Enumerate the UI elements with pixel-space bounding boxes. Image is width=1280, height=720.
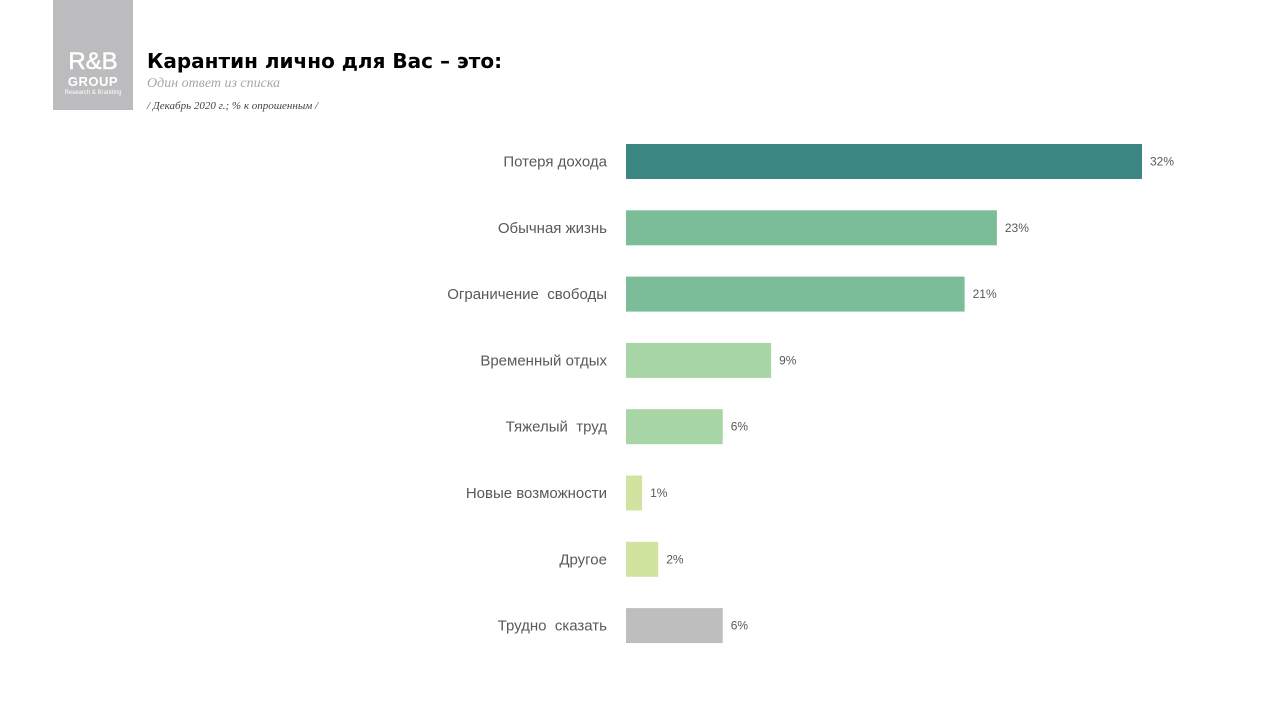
category-label: Ограничение свободы [447, 286, 607, 303]
category-label: Другое [559, 551, 607, 568]
value-label: 1% [650, 486, 668, 500]
value-label: 6% [731, 420, 749, 434]
bar [626, 608, 723, 644]
bar [626, 276, 965, 312]
bar [626, 144, 1142, 179]
value-label: 23% [1005, 221, 1029, 235]
category-label: Обычная жизнь [498, 220, 607, 237]
logo-tagline: Research & Branding [64, 90, 122, 96]
bar [626, 475, 643, 511]
category-label: Тяжелый труд [506, 419, 608, 436]
category-label: Новые возможности [466, 485, 607, 502]
value-label: 9% [779, 353, 797, 367]
page-subtitle: Один ответ из списка [147, 76, 281, 91]
logo-mark: R&B [68, 48, 118, 75]
bar [626, 541, 659, 577]
logo-group-text: GROUP [67, 74, 119, 89]
bar [626, 342, 772, 378]
bar [626, 409, 723, 445]
value-label: 6% [731, 619, 749, 633]
category-label: Трудно сказать [498, 618, 608, 635]
value-label: 32% [1150, 155, 1174, 169]
value-label: 2% [666, 552, 684, 566]
bar [626, 210, 997, 246]
survey-note: / Декабрь 2020 г.; % к опрошенным / [147, 100, 319, 112]
category-label: Временный отдых [480, 352, 607, 369]
value-label: 21% [973, 287, 997, 301]
page-title: Карантин лично для Вас – это: [147, 49, 503, 73]
category-label: Потеря дохода [503, 154, 607, 171]
brand-logo: R&B GROUP Research & Branding [53, 0, 133, 110]
